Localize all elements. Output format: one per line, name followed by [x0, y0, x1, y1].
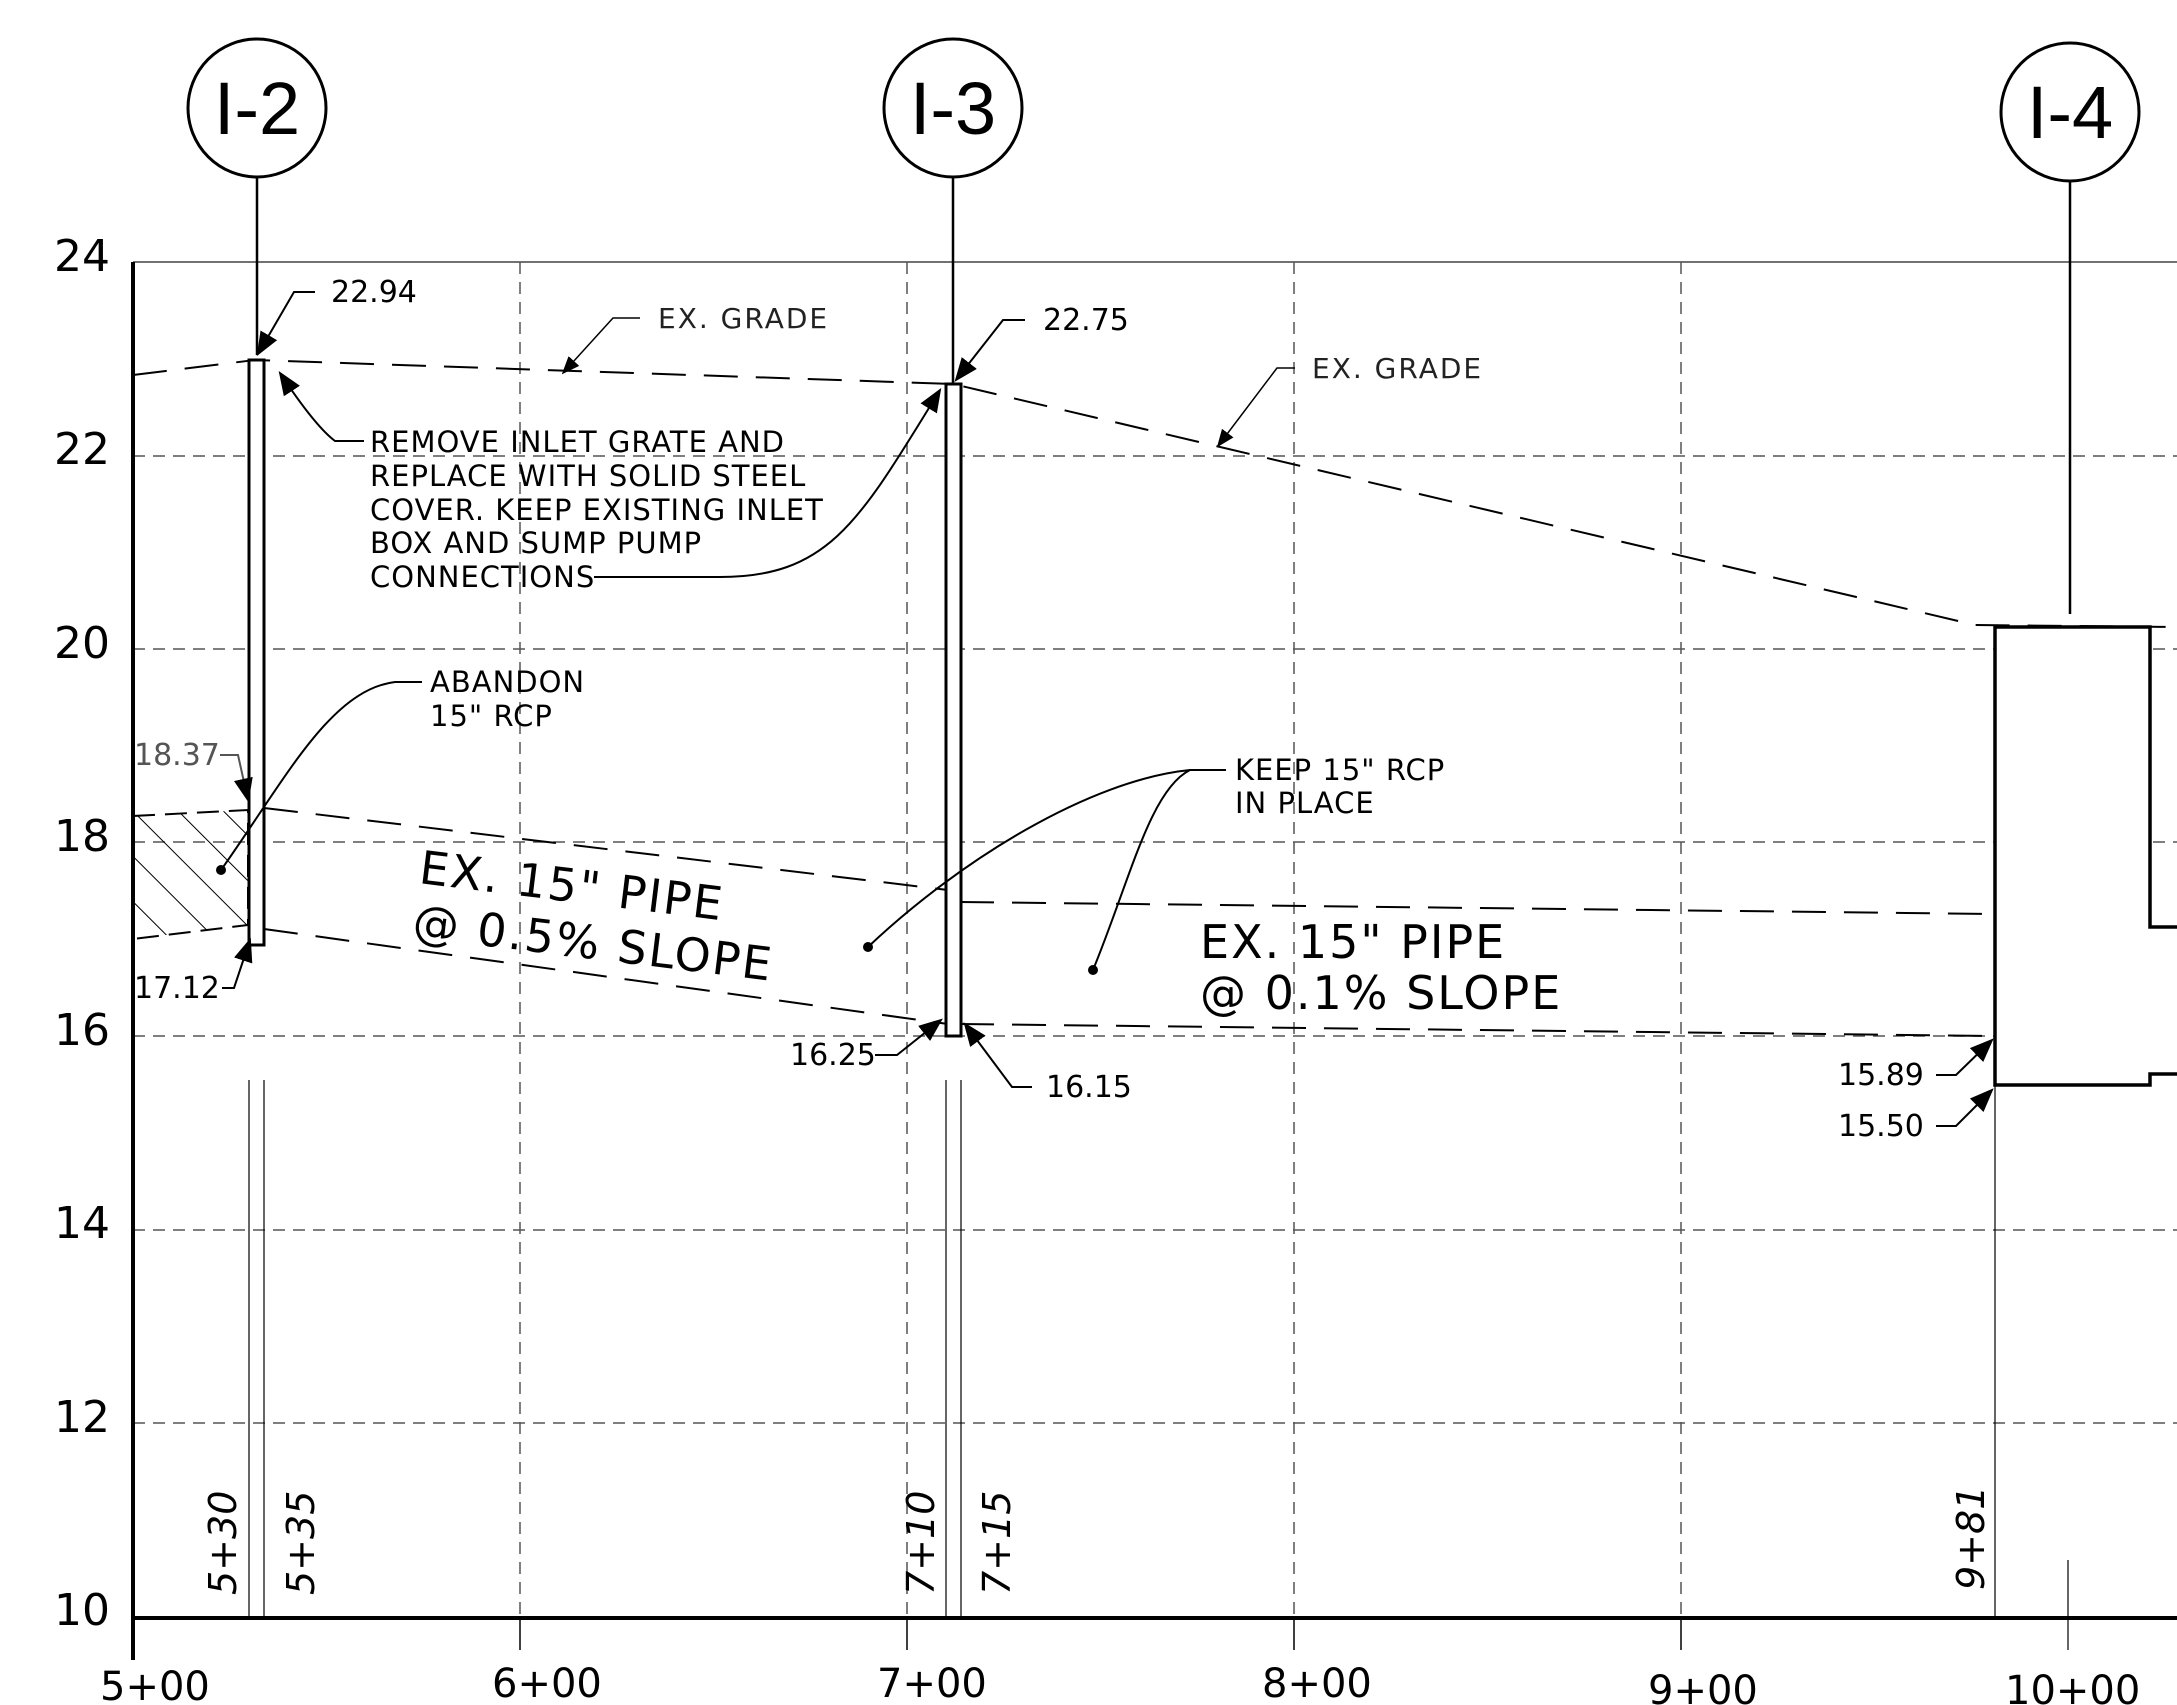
elev-label-14: 14 [54, 1198, 110, 1249]
station-label-7+00: 7+00 [877, 1661, 987, 1705]
remove-inlet-note: REMOVE INLET GRATE AND REPLACE WITH SOLI… [278, 370, 942, 594]
svg-text:BOX AND SUMP PUMP: BOX AND SUMP PUMP [370, 526, 702, 560]
svg-text:17.12: 17.12 [134, 971, 220, 1006]
svg-text:22.94: 22.94 [331, 275, 417, 310]
svg-text:18.37: 18.37 [134, 738, 220, 773]
callout-i4-bottom: 15.50 [1838, 1088, 1994, 1144]
station-label-9+00: 9+00 [1648, 1668, 1758, 1705]
svg-text:I-2: I-2 [214, 67, 300, 150]
station-gridlines [519, 262, 1682, 1616]
elev-label-16: 16 [54, 1005, 110, 1056]
callout-i2-rim: 22.94 [256, 275, 417, 357]
elev-label-10: 10 [54, 1585, 110, 1636]
station-labels: 5+00 6+00 7+00 8+00 9+00 10+00 [100, 1661, 2140, 1705]
station-mark-5+35: 5+35 [279, 1491, 323, 1595]
elevation-labels: 24 22 20 18 16 14 12 10 [54, 231, 110, 1636]
elev-label-22: 22 [54, 424, 110, 475]
structure-bubble-i2: I-2 [186, 37, 328, 355]
svg-text:16.15: 16.15 [1046, 1070, 1132, 1105]
svg-text:@ 0.1% SLOPE: @ 0.1% SLOPE [1200, 966, 1562, 1020]
elev-label-12: 12 [54, 1392, 110, 1443]
svg-text:REPLACE WITH SOLID STEEL: REPLACE WITH SOLID STEEL [370, 459, 806, 493]
station-ticks [519, 1618, 1682, 1650]
station-mark-5+30: 5+30 [201, 1491, 245, 1595]
svg-text:16.25: 16.25 [790, 1038, 876, 1073]
svg-text:I-3: I-3 [910, 67, 996, 150]
svg-text:EX. GRADE: EX. GRADE [658, 302, 829, 335]
svg-text:COVER. KEEP EXISTING INLET: COVER. KEEP EXISTING INLET [370, 493, 824, 527]
callout-i4-invert-in: 15.89 [1838, 1038, 1994, 1093]
elevation-gridlines [133, 455, 2177, 1424]
station-mark-7+15: 7+15 [975, 1491, 1019, 1595]
pipe-label-01-slope: EX. 15" PIPE @ 0.1% SLOPE [1200, 915, 1562, 1020]
pipe-label-05-slope: EX. 15" PIPE @ 0.5% SLOPE [410, 840, 776, 991]
ex-pipe-05-slope [263, 807, 949, 1025]
svg-text:REMOVE INLET GRATE AND: REMOVE INLET GRATE AND [370, 425, 785, 459]
abandon-note: ABANDON 15" RCP [216, 665, 585, 875]
station-extension-lines [248, 1080, 1996, 1618]
keep-in-place-note: KEEP 15" RCP IN PLACE [863, 753, 1445, 975]
inlet-i4 [1993, 625, 2177, 1087]
station-mark-9+81: 9+81 [1949, 1486, 1993, 1590]
station-mark-7+10: 7+10 [899, 1491, 943, 1595]
ex-pipe-01-slope [959, 901, 1996, 1037]
callout-i3-invert-out: 16.15 [963, 1022, 1132, 1105]
abandoned-pipe-hatch [132, 808, 249, 941]
callout-i3-rim: 22.75 [954, 303, 1129, 382]
station-label-10+00: 10+00 [2005, 1668, 2140, 1705]
inlet-i2 [247, 358, 266, 947]
elev-label-20: 20 [54, 618, 110, 669]
svg-text:CONNECTIONS: CONNECTIONS [370, 560, 595, 594]
ex-grade-note-1: EX. GRADE [561, 302, 829, 375]
structure-bubble-i4: I-4 [1999, 41, 2141, 614]
ex-grade-note-2: EX. GRADE [1216, 352, 1483, 448]
inlet-i3 [944, 382, 963, 1038]
svg-text:ABANDON: ABANDON [430, 665, 585, 699]
station-label-6+00: 6+00 [492, 1661, 602, 1705]
elev-label-18: 18 [54, 811, 110, 862]
svg-text:I-4: I-4 [2027, 71, 2113, 154]
svg-text:IN PLACE: IN PLACE [1235, 786, 1375, 820]
svg-text:15" RCP: 15" RCP [430, 699, 553, 733]
svg-text:22.75: 22.75 [1043, 303, 1129, 338]
svg-text:15.50: 15.50 [1838, 1109, 1924, 1144]
callout-i2-pipe-top: 18.37 [134, 738, 253, 803]
callout-i2-invert: 17.12 [134, 937, 253, 1006]
svg-text:15.89: 15.89 [1838, 1058, 1924, 1093]
elev-label-24: 24 [54, 231, 110, 282]
station-label-8+00: 8+00 [1262, 1661, 1372, 1705]
svg-text:KEEP 15" RCP: KEEP 15" RCP [1235, 753, 1445, 787]
structure-bubble-i3: I-3 [882, 37, 1024, 383]
station-label-5+00: 5+00 [100, 1664, 210, 1705]
svg-text:EX. 15" PIPE: EX. 15" PIPE [1200, 915, 1506, 969]
svg-text:EX. GRADE: EX. GRADE [1312, 352, 1483, 385]
callout-i3-invert-in: 16.25 [790, 1018, 943, 1073]
